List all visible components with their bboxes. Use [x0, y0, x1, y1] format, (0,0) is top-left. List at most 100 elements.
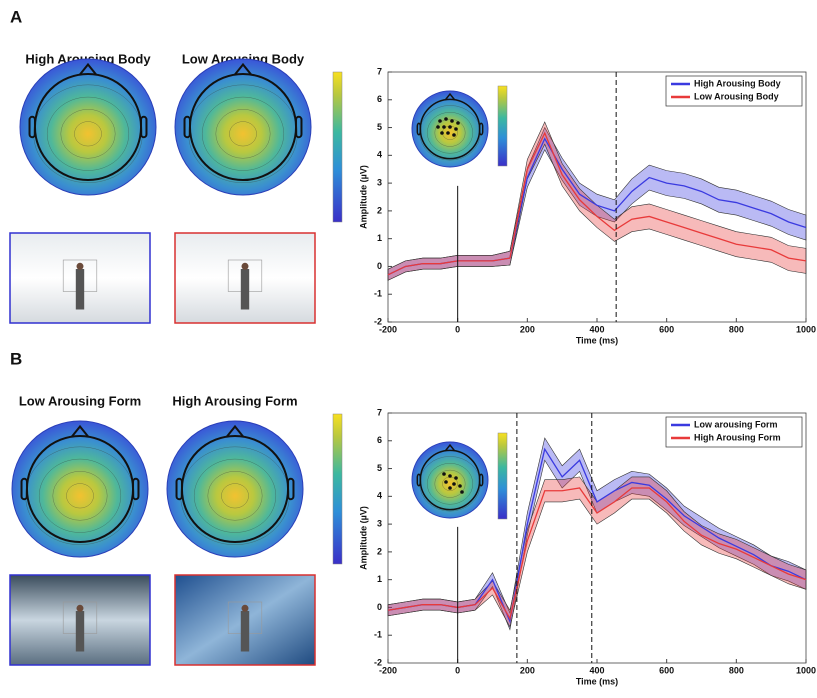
electrode — [452, 133, 456, 137]
y-tick-label: 4 — [377, 150, 382, 160]
contour — [25, 446, 135, 545]
electrode — [440, 131, 444, 135]
nose — [444, 92, 456, 101]
contour — [427, 463, 474, 505]
contour — [201, 96, 284, 171]
error-band — [387, 121, 807, 281]
map-label: Low Arousing Form — [19, 393, 141, 408]
legend-label: Low arousing Form — [694, 419, 778, 429]
x-tick-label: 1000 — [796, 665, 816, 675]
ear — [287, 477, 295, 501]
contour — [193, 458, 276, 533]
electrode — [444, 117, 448, 121]
panel-label: B — [10, 349, 22, 368]
x-tick-label: 200 — [520, 324, 535, 334]
contour — [434, 469, 466, 498]
y-tick-label: -2 — [374, 316, 382, 326]
map-label: High Arousing Form — [172, 393, 297, 408]
contour — [74, 121, 102, 147]
x-tick-label: 600 — [659, 324, 674, 334]
y-axis-label: Amplitude (µV) — [358, 506, 368, 570]
x-axis-label: Time (ms) — [576, 335, 618, 345]
figure-person — [240, 269, 250, 310]
figure-head — [241, 604, 249, 612]
error-band — [387, 476, 807, 628]
y-tick-label: 1 — [377, 233, 382, 243]
x-tick-label: -200 — [379, 665, 397, 675]
topo-field — [166, 420, 304, 558]
y-tick-label: 6 — [377, 435, 382, 445]
y-tick-label: 7 — [377, 66, 382, 76]
x-tick-label: 800 — [729, 324, 744, 334]
colorbar — [332, 71, 343, 223]
electrode — [438, 119, 442, 123]
y-tick-label: 5 — [377, 122, 382, 132]
electrode — [454, 127, 458, 131]
electrode — [442, 472, 446, 476]
ear — [416, 122, 422, 136]
nose — [226, 424, 244, 438]
topo-field — [174, 58, 312, 196]
y-tick-label: -1 — [374, 630, 382, 640]
figure-person — [240, 611, 250, 652]
figure-head — [76, 262, 84, 270]
figure-person — [75, 269, 85, 310]
x-tick-label: 1000 — [796, 324, 816, 334]
x-tick-label: 400 — [589, 324, 604, 334]
legend-label: High Arousing Body — [694, 78, 781, 88]
y-tick-label: -1 — [374, 289, 382, 299]
y-tick-label: 4 — [377, 491, 382, 501]
ear — [140, 115, 148, 139]
y-tick-label: 0 — [377, 261, 382, 271]
electrode — [436, 125, 440, 129]
y-tick-label: 6 — [377, 94, 382, 104]
contour — [39, 458, 121, 533]
figure-head — [241, 262, 249, 270]
y-tick-label: 3 — [377, 518, 382, 528]
y-tick-label: -2 — [374, 657, 382, 667]
topomap — [174, 58, 312, 196]
colorbar — [497, 85, 508, 167]
y-tick-label: 0 — [377, 602, 382, 612]
contour — [229, 121, 257, 147]
colorbar — [332, 413, 343, 565]
contour — [221, 483, 249, 509]
electrode — [446, 131, 450, 135]
ear — [295, 115, 303, 139]
ear — [183, 115, 191, 139]
electrode — [452, 482, 456, 486]
contour — [207, 471, 263, 521]
x-tick-label: 0 — [455, 665, 460, 675]
electrode — [444, 480, 448, 484]
electrode — [448, 474, 452, 478]
topo-field — [411, 90, 489, 168]
electrode — [448, 125, 452, 129]
topo-field — [19, 58, 157, 196]
contour — [66, 483, 94, 509]
nose — [71, 424, 89, 438]
y-tick-label: 7 — [377, 407, 382, 417]
ear — [175, 477, 183, 501]
topomap — [19, 58, 157, 196]
error-band — [387, 126, 807, 281]
figure-person — [75, 611, 85, 652]
y-tick-label: 3 — [377, 177, 382, 187]
electrode — [442, 125, 446, 129]
contour — [427, 112, 474, 154]
legend-label: Low Arousing Body — [694, 91, 779, 101]
ear — [28, 115, 36, 139]
legend-box — [665, 75, 803, 107]
topomap — [411, 90, 489, 168]
y-axis-label: Amplitude (µV) — [358, 165, 368, 229]
topomap — [11, 420, 149, 558]
electrode — [448, 486, 452, 490]
y-tick-label: 1 — [377, 574, 382, 584]
electrode — [450, 119, 454, 123]
ear — [20, 477, 28, 501]
legend-label: High Arousing Form — [694, 432, 781, 442]
x-tick-label: 600 — [659, 665, 674, 675]
ear — [478, 473, 484, 487]
colorbar — [497, 432, 508, 520]
nose — [79, 62, 97, 76]
